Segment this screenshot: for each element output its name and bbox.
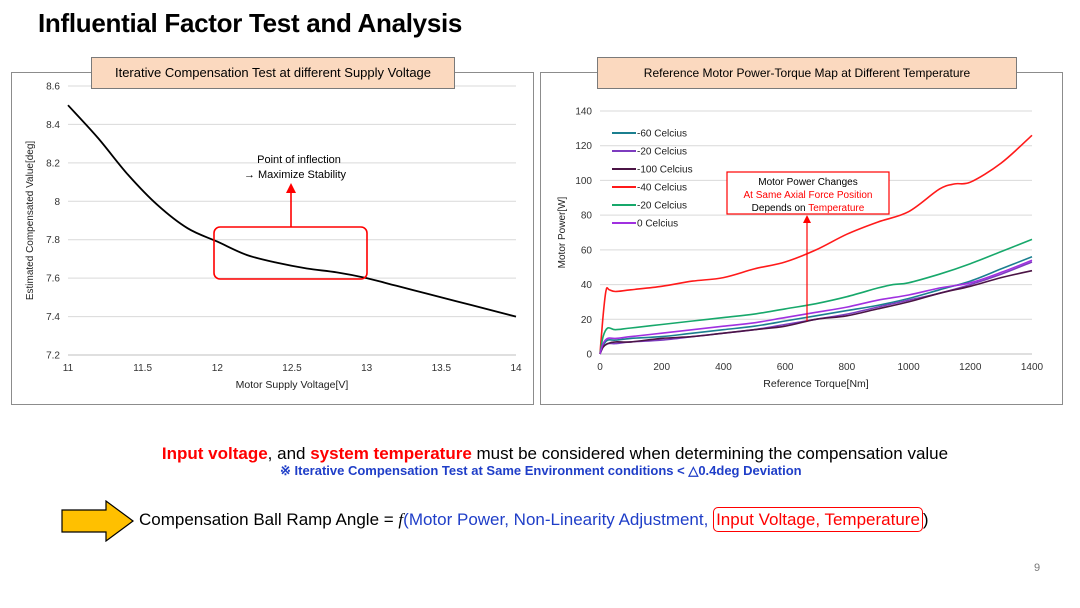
y-tick-label: 40 bbox=[581, 280, 593, 291]
annotation-line1: Motor Power Changes bbox=[758, 177, 858, 188]
annotation-arrow-head bbox=[803, 215, 811, 223]
y-tick-label: 120 bbox=[575, 141, 592, 152]
series-line-5 bbox=[599, 259, 1033, 355]
inflection-arrow-head bbox=[286, 183, 296, 193]
y-tick-label: 20 bbox=[581, 315, 593, 326]
annotation-line3: Depends on Temperature bbox=[752, 203, 865, 214]
voltage-chart-panel: 7.2 7.4 7.6 7.8 8 8.2 8.4 8.6 11 11.5 12 12.5 13 13.5… bbox=[11, 72, 534, 405]
series-line-4 bbox=[599, 238, 1033, 355]
msg-system-temperature: system temperature bbox=[310, 444, 472, 463]
temperature-chart-panel: 0 20 40 60 80 100 120 140 0 200 400 600 800 1000 1200 1… bbox=[540, 72, 1063, 405]
y-tick-label: 100 bbox=[575, 176, 592, 187]
annotation-line2: At Same Axial Force Position bbox=[744, 190, 873, 201]
legend-entry-0: -60 Celcius bbox=[637, 129, 687, 140]
msg-rest: must be considered when determining the … bbox=[471, 444, 949, 463]
y-axis-label: Motor Power[W] bbox=[557, 196, 568, 268]
inflection-label-line2: → Maximize Stability bbox=[244, 169, 347, 181]
formula: Compensation Ball Ramp Angle = f(Motor P… bbox=[139, 507, 929, 532]
x-tick-label: 800 bbox=[839, 362, 856, 373]
x-tick-label: 13.5 bbox=[432, 363, 452, 374]
legend-entry-2: -100 Celcius bbox=[637, 165, 693, 176]
formula-prefix: Compensation Ball Ramp Angle = bbox=[139, 510, 399, 529]
series-line-3 bbox=[599, 134, 1033, 355]
series-line-0 bbox=[67, 104, 517, 318]
y-tick-label: 8 bbox=[54, 197, 60, 208]
y-tick-label: 7.4 bbox=[46, 312, 60, 323]
x-tick-label: 12 bbox=[212, 363, 224, 374]
formula-function: f bbox=[398, 510, 404, 529]
legend-entry-4: -20 Celcius bbox=[637, 201, 687, 212]
page-number: 9 bbox=[1034, 562, 1041, 574]
x-tick-label: 13 bbox=[361, 363, 373, 374]
msg-input-voltage: Input voltage bbox=[161, 444, 268, 463]
x-tick-label: 400 bbox=[715, 362, 732, 373]
formula-open: ( bbox=[403, 510, 409, 529]
test-note: ※ Iterative Compensation Test at Same En… bbox=[280, 463, 802, 478]
x-tick-label: 12.5 bbox=[282, 363, 302, 374]
x-tick-label: 11 bbox=[63, 363, 74, 374]
legend-entry-3: -40 Celcius bbox=[637, 183, 687, 194]
x-axis-label: Reference Torque[Nm] bbox=[763, 378, 869, 390]
legend-entry-5: 0 Celcius bbox=[637, 219, 678, 230]
x-tick-label: 0 bbox=[597, 362, 603, 373]
voltage-chart: 7.2 7.4 7.6 7.8 8 8.2 8.4 8.6 11 11.5 12 12.5 13 13.5… bbox=[25, 82, 522, 392]
formula-close: ) bbox=[922, 510, 929, 529]
x-tick-label: 11.5 bbox=[133, 363, 152, 374]
temperature-chart-title: Reference Motor Power-Torque Map at Diff… bbox=[597, 57, 1017, 89]
msg-sep: , and bbox=[267, 444, 311, 463]
y-tick-label: 8.4 bbox=[46, 120, 60, 131]
key-message: Input voltage, and system temperature mu… bbox=[0, 444, 1080, 464]
slide-title: Influential Factor Test and Analysis bbox=[38, 8, 463, 38]
x-axis-label: Motor Supply Voltage[V] bbox=[236, 379, 349, 391]
annotation-line3-temperature: Temperature bbox=[808, 203, 865, 214]
x-tick-label: 1400 bbox=[1021, 362, 1044, 373]
legend-entry-1: -20 Celcius bbox=[637, 147, 687, 158]
right-arrow-icon bbox=[61, 500, 135, 542]
y-tick-label: 0 bbox=[586, 350, 592, 361]
formula-motor-terms: Motor Power, Non-Linearity Adjustment, bbox=[408, 510, 709, 529]
annotation-line3-text: Depends on bbox=[752, 203, 809, 214]
inflection-label-line1: Point of inflection bbox=[257, 154, 341, 166]
y-tick-label: 7.2 bbox=[46, 351, 60, 362]
y-tick-label: 8.6 bbox=[46, 82, 60, 93]
x-tick-label: 1000 bbox=[897, 362, 920, 373]
y-tick-label: 7.8 bbox=[46, 235, 60, 246]
y-tick-label: 140 bbox=[575, 107, 592, 118]
x-tick-label: 1200 bbox=[959, 362, 982, 373]
x-tick-label: 200 bbox=[653, 362, 670, 373]
voltage-chart-title: Iterative Compensation Test at different… bbox=[91, 57, 455, 89]
y-tick-label: 80 bbox=[581, 211, 593, 222]
y-tick-label: 7.6 bbox=[46, 274, 60, 285]
series-line-0 bbox=[599, 256, 1033, 355]
y-tick-label: 60 bbox=[581, 245, 593, 256]
x-tick-label: 600 bbox=[777, 362, 794, 373]
annotation-box bbox=[726, 171, 890, 215]
y-axis-label: Estimated Compensated Value[deg] bbox=[25, 141, 36, 301]
series-line-2 bbox=[599, 269, 1033, 355]
inflection-highlight-box bbox=[213, 226, 368, 280]
x-tick-label: 14 bbox=[510, 363, 522, 374]
y-tick-label: 8.2 bbox=[46, 158, 60, 169]
formula-environment-terms: Input Voltage, Temperature bbox=[713, 507, 923, 532]
series-line-1 bbox=[599, 261, 1033, 355]
